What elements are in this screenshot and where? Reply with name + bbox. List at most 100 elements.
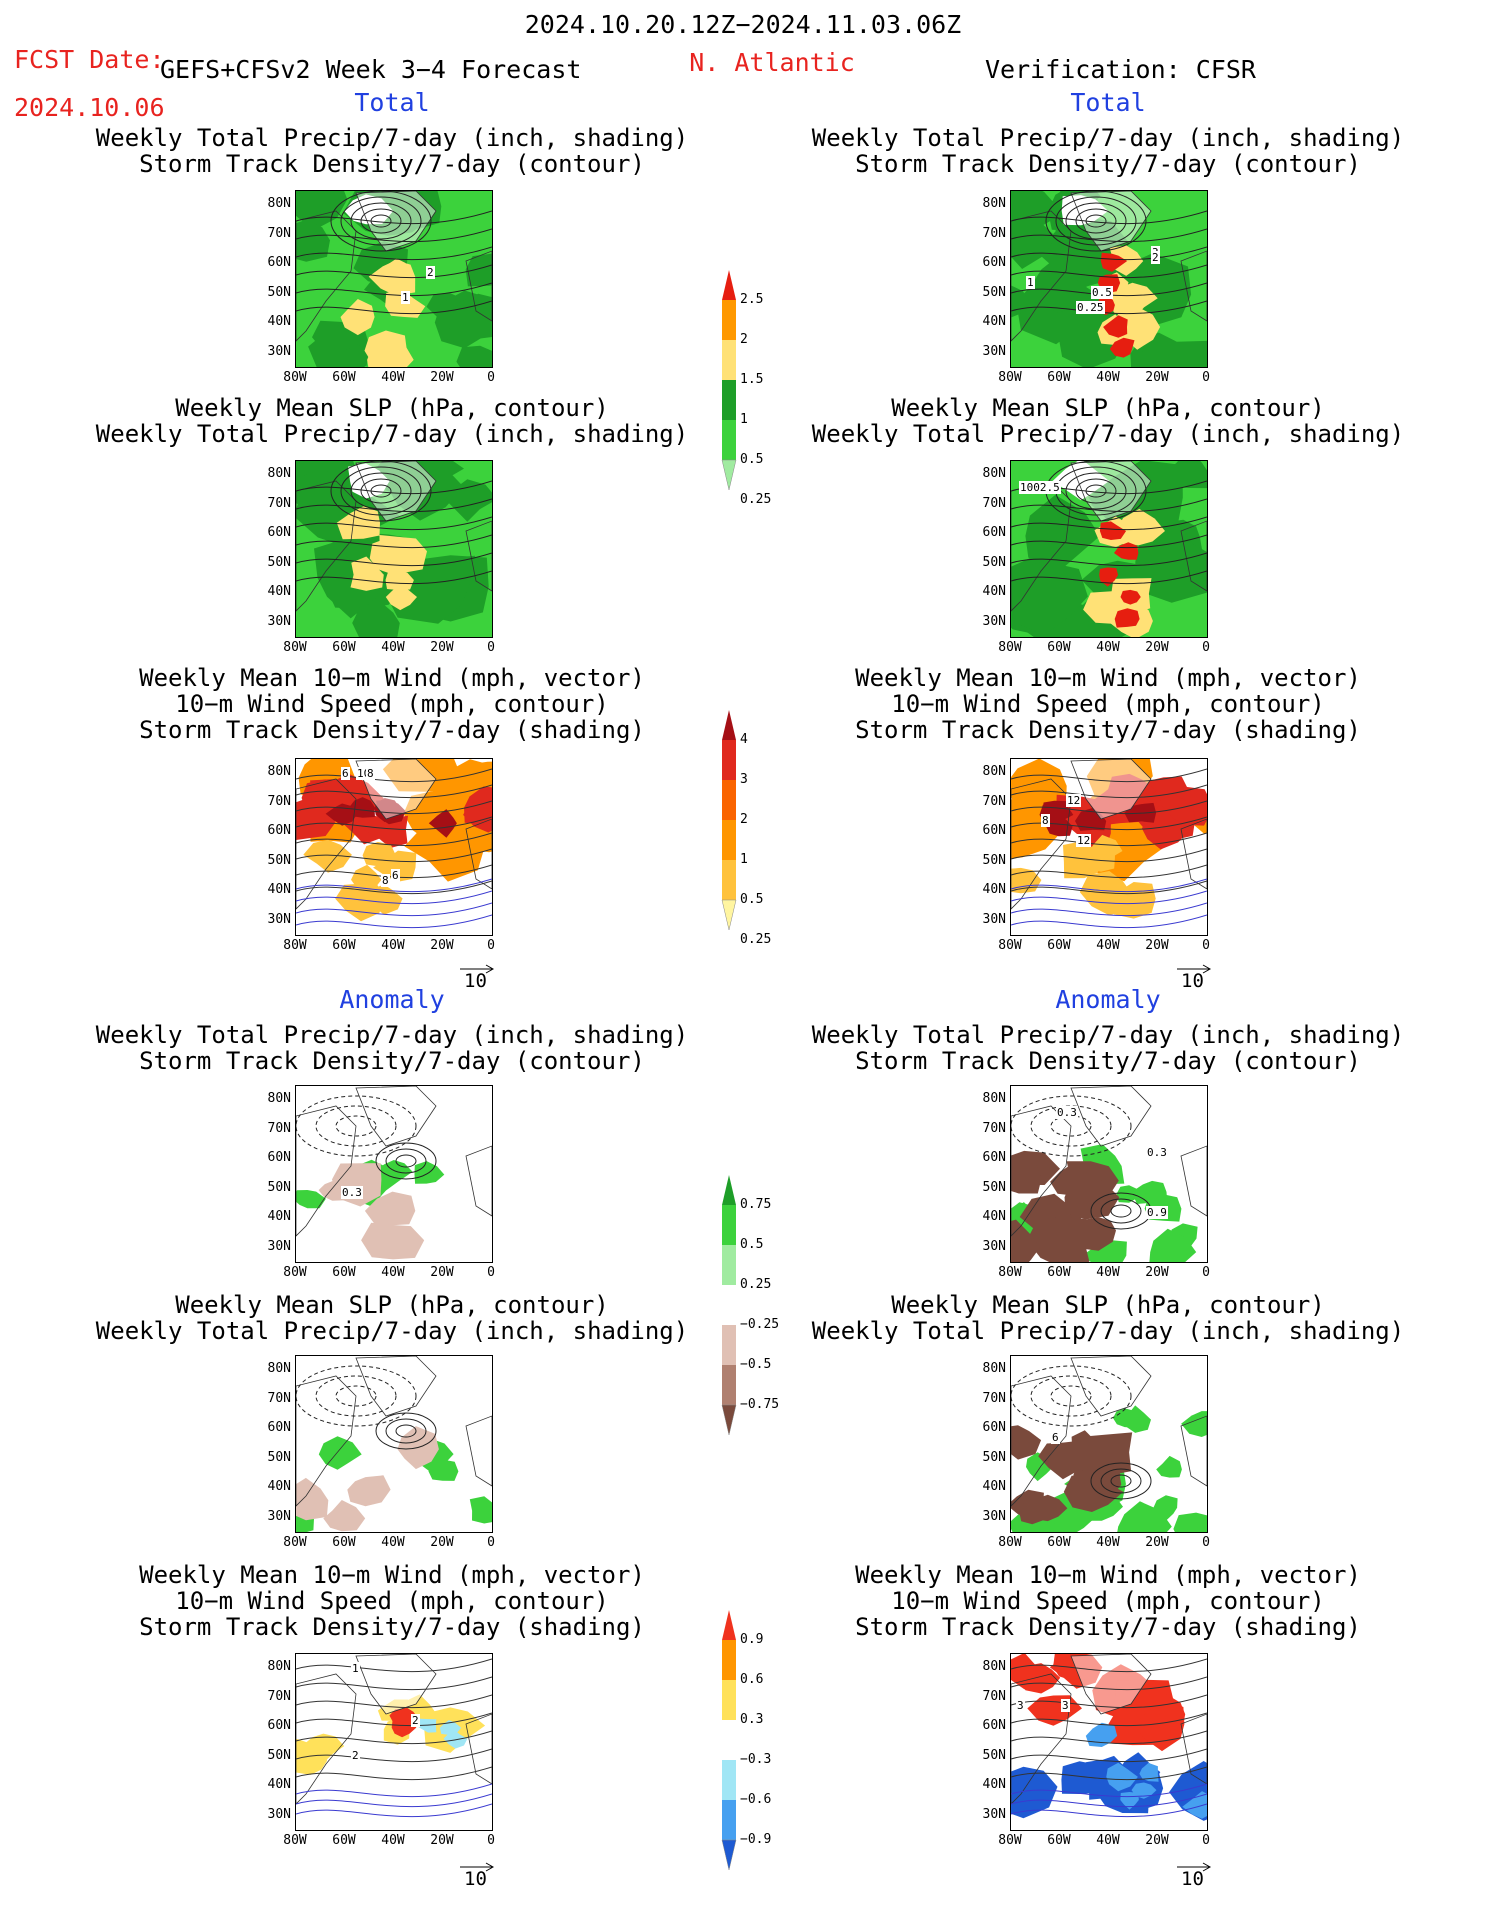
lon-tick-label: 60W xyxy=(332,1833,356,1848)
lat-tick-label: 70N xyxy=(982,225,1006,241)
lat-tick-label: 70N xyxy=(267,495,291,511)
arrow-icon xyxy=(460,964,495,974)
lat-tick-label: 80N xyxy=(267,764,291,779)
verification-map-panel: 0.3 0.3 0.9 xyxy=(1010,1085,1208,1263)
lat-tick-label: 50N xyxy=(982,554,1006,570)
lat-tick-label: 40N xyxy=(267,314,291,329)
lon-tick-label: 0 xyxy=(1202,1265,1210,1280)
colorbar-segment xyxy=(722,1205,736,1245)
forecast-panel-title: Storm Track Density/7-day (shading) xyxy=(139,716,645,744)
colorbar-label: 1 xyxy=(740,852,748,867)
forecast-panel-title: Weekly Mean 10−m Wind (mph, vector) xyxy=(139,1561,645,1589)
forecast-map-panel xyxy=(295,1355,493,1533)
lat-tick-label: 60N xyxy=(982,255,1006,270)
lon-tick-label: 80W xyxy=(283,938,307,953)
colorbar-segment xyxy=(722,1760,736,1800)
vector-reference: 10 xyxy=(1175,1858,1215,1890)
lat-tick-label: 70N xyxy=(982,793,1006,809)
lon-tick-label: 80W xyxy=(283,1833,307,1848)
lat-tick-label: 60N xyxy=(982,525,1006,540)
colorbar-label: 1 xyxy=(740,412,748,427)
lat-tick-label: 30N xyxy=(267,1508,291,1524)
lon-tick-label: 0 xyxy=(487,640,495,655)
contour-label: 0.25 xyxy=(1076,301,1105,314)
lon-tick-label: 60W xyxy=(1047,1833,1071,1848)
lon-tick-label: 60W xyxy=(1047,640,1071,655)
lon-tick-label: 60W xyxy=(332,1265,356,1280)
forecast-panel-title: Weekly Total Precip/7-day (inch, shading… xyxy=(95,124,689,152)
lon-tick-label: 0 xyxy=(1202,370,1210,385)
lon-tick-label: 20W xyxy=(430,1833,454,1848)
colorbar-label: −0.5 xyxy=(740,1357,772,1372)
lon-tick-label: 80W xyxy=(283,1265,307,1280)
forecast-panel-title: Storm Track Density/7-day (contour) xyxy=(139,150,645,178)
lat-tick-label: 50N xyxy=(267,554,291,570)
lat-tick-label: 80N xyxy=(982,466,1006,481)
vector-reference: 10 xyxy=(458,1858,498,1890)
colorbar-segment xyxy=(722,860,736,900)
colorbar-label: −0.6 xyxy=(740,1792,772,1807)
colorbar-label: 1.5 xyxy=(740,372,764,387)
colorbar-segment xyxy=(722,1610,736,1640)
colorbar-segment xyxy=(721,459,737,491)
lat-tick-label: 80N xyxy=(267,1091,291,1106)
contour-label: 8 xyxy=(1041,814,1050,827)
verification-panel-title: Storm Track Density/7-day (shading) xyxy=(855,1613,1361,1641)
verification-panel-title: Storm Track Density/7-day (shading) xyxy=(855,716,1361,744)
lon-tick-label: 60W xyxy=(1047,1535,1071,1550)
lon-tick-label: 80W xyxy=(998,640,1022,655)
forecast-map-panel: 1 2 2 xyxy=(295,1653,493,1831)
verification-panel-title: Weekly Mean SLP (hPa, contour) xyxy=(891,394,1325,422)
contour-label: 6 xyxy=(1051,1431,1060,1444)
lon-tick-label: 60W xyxy=(332,938,356,953)
colorbar-label: 0.6 xyxy=(740,1672,764,1687)
colorbar-segment xyxy=(722,1285,736,1325)
colorbar-label: 0.5 xyxy=(740,1237,764,1252)
colorbar-segment xyxy=(722,1640,736,1680)
colorbar-label: 0.25 xyxy=(740,1277,772,1292)
lon-tick-label: 60W xyxy=(332,1535,356,1550)
lon-tick-label: 40W xyxy=(1096,938,1120,953)
lat-tick-label: 60N xyxy=(982,823,1006,838)
forecast-panel-title: Weekly Mean SLP (hPa, contour) xyxy=(175,1291,609,1319)
colorbar-label: 2 xyxy=(740,812,748,827)
vector-reference-label: 10 xyxy=(1181,970,1204,992)
lon-tick-label: 60W xyxy=(1047,370,1071,385)
lon-tick-label: 20W xyxy=(1145,938,1169,953)
lon-tick-label: 20W xyxy=(430,1265,454,1280)
lat-tick-label: 80N xyxy=(267,466,291,481)
lat-tick-label: 70N xyxy=(267,225,291,241)
lon-tick-label: 80W xyxy=(998,1265,1022,1280)
lon-tick-label: 60W xyxy=(1047,1265,1071,1280)
colorbar-segment xyxy=(722,1325,736,1365)
colorbar-label: 2 xyxy=(740,332,748,347)
lat-tick-label: 80N xyxy=(267,1361,291,1376)
lat-tick-label: 50N xyxy=(982,1179,1006,1195)
lon-tick-label: 0 xyxy=(1202,938,1210,953)
arrow-icon xyxy=(1177,1862,1212,1872)
arrow-icon xyxy=(1177,964,1212,974)
colorbar-segment xyxy=(722,740,736,780)
lat-tick-label: 60N xyxy=(982,1718,1006,1733)
contour-label: 1002.5 xyxy=(1019,481,1061,494)
lat-tick-label: 60N xyxy=(982,1420,1006,1435)
contour-label: 8 xyxy=(366,767,375,780)
colorbar-segment xyxy=(722,820,736,860)
lat-tick-label: 40N xyxy=(982,1479,1006,1494)
lon-tick-label: 20W xyxy=(1145,1265,1169,1280)
lat-tick-label: 30N xyxy=(267,343,291,359)
lat-tick-label: 70N xyxy=(982,1390,1006,1406)
lon-tick-label: 40W xyxy=(381,370,405,385)
lat-tick-label: 30N xyxy=(982,1806,1006,1822)
lat-tick-label: 70N xyxy=(267,793,291,809)
contour-label: 2 xyxy=(1151,251,1160,264)
forecast-map-panel: 0.3 xyxy=(295,1085,493,1263)
forecast-map-panel xyxy=(295,460,493,638)
date-range: 2024.10.20.12Z−2024.11.03.06Z xyxy=(524,10,962,39)
section-anomaly-right: Anomaly xyxy=(1055,985,1161,1014)
lat-tick-label: 30N xyxy=(982,343,1006,359)
lat-tick-label: 40N xyxy=(982,1209,1006,1224)
lat-tick-label: 40N xyxy=(267,1209,291,1224)
